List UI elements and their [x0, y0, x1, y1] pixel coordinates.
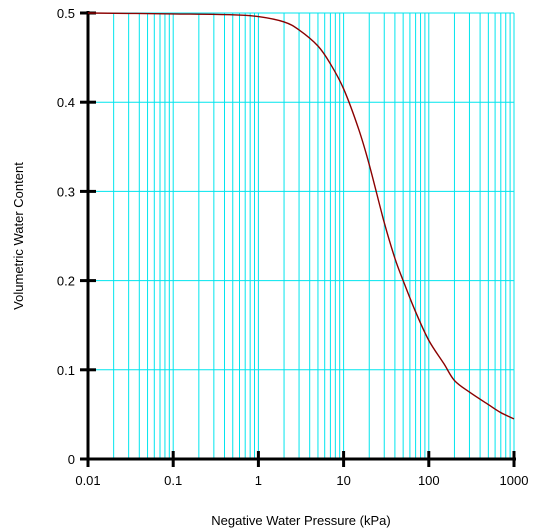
series-line: [87, 12, 515, 420]
grid: [87, 12, 515, 460]
y-tick-label: 0.4: [57, 95, 75, 110]
x-tick-label: 0.01: [75, 473, 100, 488]
x-tick-labels: 0.01 0.1 1 10 100 1000: [75, 473, 528, 488]
x-tick-label: 10: [336, 473, 350, 488]
x-tick-label: 1: [255, 473, 262, 488]
y-tick-label: 0: [68, 452, 75, 467]
y-tick-label: 0.3: [57, 184, 75, 199]
x-tick-label: 1000: [500, 473, 529, 488]
axes: [80, 11, 516, 467]
y-axis-title: Volumetric Water Content: [11, 162, 26, 310]
y-tick-labels: 0 0.1 0.2 0.3 0.4 0.5: [57, 6, 75, 467]
x-tick-label: 100: [418, 473, 440, 488]
x-tick-label: 0.1: [164, 473, 182, 488]
x-axis-title: Negative Water Pressure (kPa): [211, 513, 390, 528]
y-tick-label: 0.1: [57, 363, 75, 378]
y-tick-label: 0.2: [57, 274, 75, 289]
y-tick-label: 0.5: [57, 6, 75, 21]
